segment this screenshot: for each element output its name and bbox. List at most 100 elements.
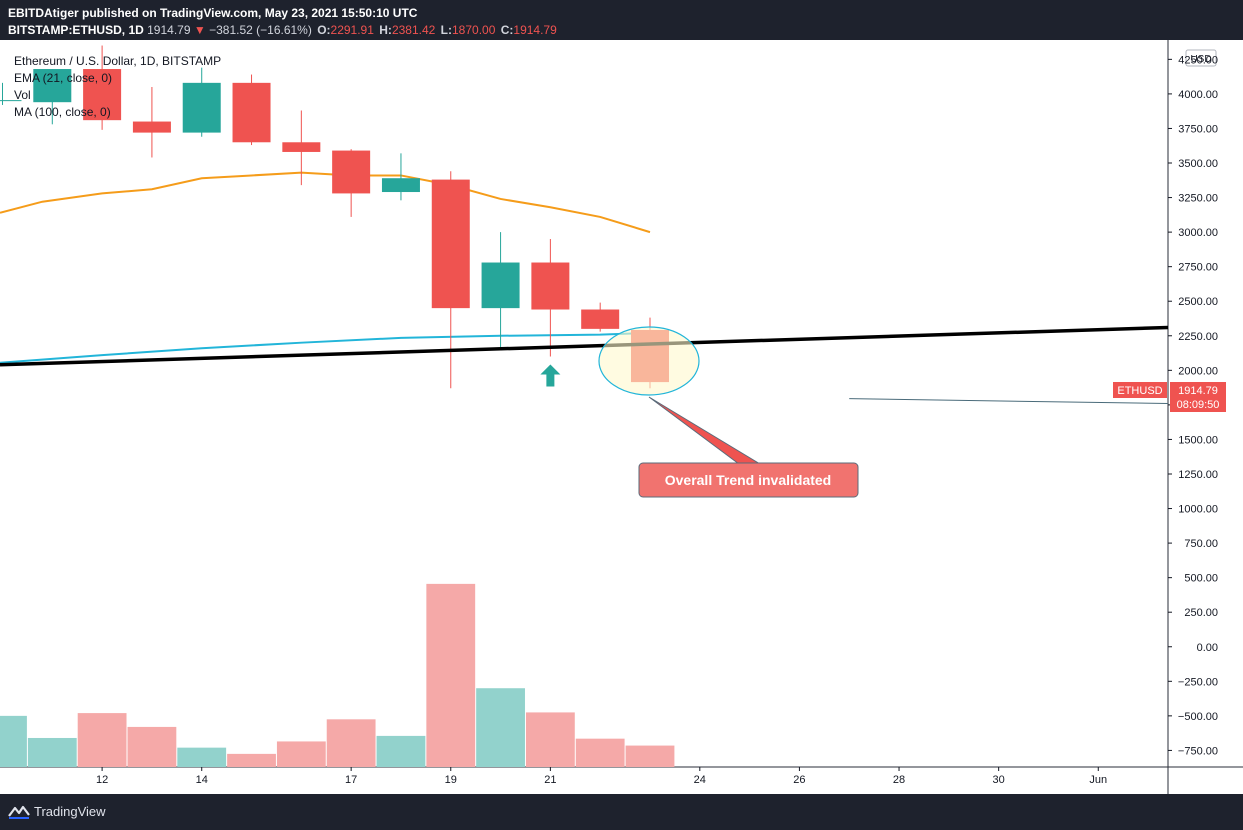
high-value: 2381.42	[391, 23, 436, 37]
symbol-tag-text: ETHUSD	[1117, 385, 1162, 397]
volume-bar	[476, 688, 525, 767]
time-tick-label: 19	[445, 774, 457, 786]
price-tick-label: 2500.00	[1178, 296, 1218, 308]
callout-text: Overall Trend invalidated	[665, 472, 832, 488]
low-value: 1870.00	[452, 23, 496, 37]
ema-line	[0, 171, 651, 234]
low-label: L:	[440, 23, 452, 37]
projection-line	[849, 398, 1169, 404]
last-price-label: ETHUSD 1914.79 08:09:50	[1113, 382, 1226, 412]
candle	[232, 74, 271, 146]
time-tick-label: 26	[793, 774, 805, 786]
candle	[381, 153, 420, 201]
volume-bar	[525, 712, 575, 767]
currency-badge-box	[1185, 49, 1217, 67]
candle-body	[0, 100, 22, 102]
legend: Ethereum / U.S. Dollar, 1D, BITSTAMP EMA…	[14, 54, 221, 119]
price-tick-label: 2750.00	[1178, 262, 1218, 274]
price-tick-label: 1500.00	[1178, 434, 1218, 446]
candle	[332, 149, 371, 217]
volume-bar	[127, 726, 177, 767]
price-tick-label: 3750.00	[1178, 123, 1218, 135]
candle	[481, 232, 520, 349]
volume-bar	[276, 741, 326, 767]
price-tick-label: 2000.00	[1178, 365, 1218, 377]
volume-bar	[0, 715, 27, 767]
open-value: 2291.91	[330, 23, 374, 37]
price-tick-label: 2250.00	[1178, 331, 1218, 343]
price-tick-label: 3000.00	[1178, 227, 1218, 239]
time-tick-label: 12	[96, 774, 108, 786]
candle	[132, 86, 171, 158]
highlight-ellipse	[598, 326, 700, 396]
price-tag	[1170, 382, 1226, 412]
candle	[282, 110, 321, 186]
price-tag-value: 1914.79	[1178, 385, 1218, 397]
candle-body	[332, 150, 371, 194]
high-label: H:	[379, 23, 392, 37]
price-tick-label: 1000.00	[1178, 504, 1218, 516]
close-value: 1914.79	[513, 23, 557, 37]
candle-body	[431, 179, 470, 309]
price-tick-label: 0.00	[1197, 642, 1218, 654]
time-tick-label: 24	[694, 774, 706, 786]
up-arrow-icon	[540, 364, 561, 387]
price-tag-countdown: 08:09:50	[1177, 399, 1220, 411]
volume-bar	[77, 713, 127, 767]
candle	[0, 82, 22, 105]
candle-body	[481, 262, 520, 309]
volume-bar	[227, 753, 276, 767]
candle-body	[381, 178, 420, 193]
symbol[interactable]: BITSTAMP:ETHUSD, 1D	[8, 23, 144, 37]
time-tick-label: 14	[196, 774, 208, 786]
ema-21-line	[0, 171, 651, 234]
candle-body	[531, 262, 570, 310]
candle	[581, 302, 620, 332]
last-price: 1914.79	[147, 23, 191, 37]
callout-box[interactable]	[638, 462, 859, 498]
volume-bar	[326, 719, 376, 767]
candle-body	[581, 309, 620, 329]
chart-background	[0, 40, 1243, 794]
price-tick-label: −500.00	[1178, 711, 1218, 723]
trendlines	[0, 325, 1169, 404]
price-tick-label: 1250.00	[1178, 469, 1218, 481]
price-tick-label: 3500.00	[1178, 158, 1218, 170]
volume-bar	[177, 747, 227, 767]
legend-vol[interactable]: Vol	[14, 88, 31, 102]
candle-body	[83, 69, 122, 121]
candle-body	[182, 82, 221, 133]
volume-bars	[0, 583, 675, 767]
footer-brand[interactable]: TradingView	[34, 804, 106, 819]
candle-body	[132, 121, 171, 133]
candle-body	[33, 69, 72, 103]
price-tick-label: 3250.00	[1178, 193, 1218, 205]
price-chart[interactable]: Ethereum / U.S. Dollar, 1D, BITSTAMP EMA…	[0, 40, 1243, 794]
legend-ma[interactable]: MA (100, close, 0)	[14, 105, 111, 119]
time-tick-label: 30	[993, 774, 1005, 786]
ma-line	[0, 332, 641, 364]
time-tick-label: 21	[544, 774, 556, 786]
time-tick-label: Jun	[1089, 774, 1107, 786]
currency-badge[interactable]: USD	[1185, 49, 1217, 67]
ohlc-line: BITSTAMP:ETHUSD, 1D 1914.79 ▼ −381.52 (−…	[8, 23, 557, 37]
change-value: −381.52 (−16.61%)	[209, 23, 312, 37]
support-trendline	[0, 325, 1169, 367]
candle-body	[282, 142, 321, 152]
price-axis-labels: 4250.00 4000.00 3750.00 3500.00 3250.00 3000.…	[1168, 54, 1218, 757]
footer-bar: TradingView	[0, 794, 1243, 830]
currency-label: USD	[1190, 54, 1211, 65]
publisher-line: EBITDAtiger published on TradingView.com…	[8, 6, 418, 20]
legend-ema[interactable]: EMA (21, close, 0)	[14, 71, 112, 85]
price-tick-label: 4000.00	[1178, 89, 1218, 101]
change-arrow-icon: ▼	[193, 23, 206, 37]
price-tick-label: −250.00	[1178, 676, 1218, 688]
volume-bar	[376, 735, 426, 767]
volume-bar	[625, 745, 675, 767]
open-label: O:	[317, 23, 331, 37]
legend-title: Ethereum / U.S. Dollar, 1D, BITSTAMP	[14, 54, 221, 68]
header-bar: EBITDAtiger published on TradingView.com…	[0, 0, 1243, 40]
price-tick-label: 4250.00	[1178, 54, 1218, 66]
symbol-tag	[1113, 382, 1167, 398]
candle	[33, 69, 72, 125]
